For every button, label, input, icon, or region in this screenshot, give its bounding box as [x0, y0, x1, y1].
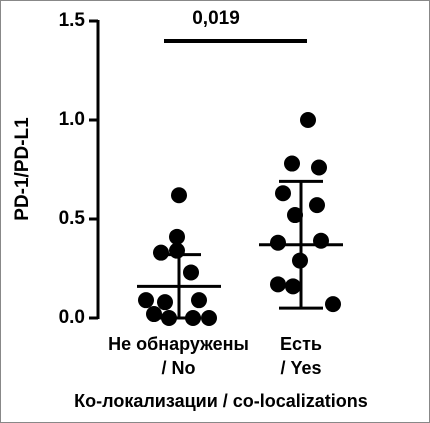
point [191, 292, 207, 309]
x-tick-label: Есть / Yes [280, 334, 322, 378]
point [325, 296, 341, 313]
point [157, 294, 173, 311]
y-tick-label: 1.0 [59, 109, 85, 130]
point [300, 112, 316, 128]
point [146, 306, 162, 323]
point [270, 234, 286, 251]
y-tick-label: 0.0 [59, 307, 85, 328]
y-tick-label: 0.5 [59, 208, 86, 229]
point [285, 278, 301, 295]
y-tick-label: 1.5 [59, 10, 86, 31]
annotation: 0,019 [192, 8, 240, 29]
point [138, 292, 154, 309]
point [284, 155, 300, 172]
point [313, 232, 329, 249]
point [275, 185, 291, 202]
point [287, 207, 303, 224]
point [201, 310, 217, 326]
point [270, 276, 286, 293]
x-tick-label: Не обнаружены / No [108, 334, 249, 378]
point [183, 264, 199, 281]
point [309, 197, 325, 214]
x-axis-label: Ко-локализации / co-localizations [74, 391, 368, 411]
point [171, 187, 187, 204]
point [311, 159, 327, 176]
y-axis-label: PD-1/PD-L1 [12, 117, 33, 221]
point [153, 244, 169, 261]
point [169, 242, 185, 259]
point [169, 228, 185, 245]
